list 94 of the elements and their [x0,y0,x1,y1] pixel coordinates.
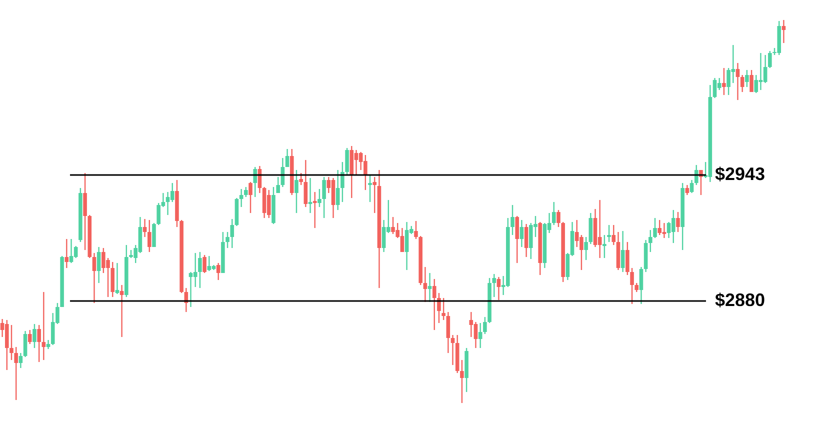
candlestick [763,54,768,84]
candlestick [423,266,428,303]
candlestick [230,218,234,249]
candlestick [248,181,252,214]
candlestick [345,147,349,176]
candlestick [253,166,258,198]
ref-line-label: $2943 [715,164,766,184]
ref-line-label: $2880 [715,290,766,310]
candlestick [648,229,652,253]
candlestick [207,255,212,272]
candlestick [226,231,230,249]
candlestick [64,238,69,269]
candlestick [612,224,616,246]
candlestick [336,169,340,211]
candlestick [446,311,450,354]
candlestick [782,19,786,44]
candlestick [450,334,455,366]
candlestick [170,182,174,203]
candlestick [294,169,298,214]
candlestick [318,188,322,208]
candlestick [478,322,482,349]
candlestick [266,189,271,219]
candlestick [147,219,152,253]
candlestick [750,69,754,93]
candlestick [74,245,78,259]
candlestick [690,179,694,194]
candlestick [120,284,124,338]
candlestick [14,346,18,401]
candlestick [602,234,606,259]
candlestick [469,311,474,338]
candlestick [23,330,28,358]
candlestick [69,238,74,264]
candlestick [483,316,487,335]
candlestick [152,222,156,248]
candlestick [496,276,501,301]
candlestick [340,161,344,203]
candlestick [308,177,312,214]
candlestick [607,224,611,243]
candlestick [671,209,676,244]
candlestick [685,184,690,196]
candlestick [202,254,206,274]
candlestick [460,359,464,404]
candlestick [322,176,326,219]
candlestick [216,262,220,281]
candlestick [92,252,96,304]
candlestick [10,324,14,361]
candlestick [142,218,147,238]
candlestick [510,204,514,236]
candlestick [83,172,87,251]
candlestick [193,252,198,288]
candlestick [432,278,436,331]
candlestick [115,262,120,295]
candlestick [722,67,726,96]
candlestick [276,176,280,194]
candlestick [639,266,644,305]
candlestick [598,199,602,259]
candlestick [620,230,625,273]
candlestick [18,352,23,369]
candlestick [556,209,560,228]
candlestick [584,236,588,261]
candlestick [32,323,36,349]
candlestick [676,211,680,233]
candlestick [37,324,41,363]
candlestick [740,74,744,93]
candlestick [312,191,317,229]
candlestick [736,62,740,101]
candlestick [285,148,290,168]
candlestick [414,220,418,240]
candlestick [96,246,101,284]
candlestick [515,215,520,264]
candlestick [626,241,630,276]
candlestick [4,319,9,371]
candlestick [239,188,244,208]
candlestick [524,223,528,258]
candlestick [198,251,202,289]
candlestick [28,329,32,345]
candlestick [372,176,377,214]
candlestick [110,261,115,298]
candlestick [745,69,749,88]
candlestick [520,219,524,248]
candlestick [754,74,758,94]
candlestick [244,186,248,198]
candlestick [428,272,432,303]
candlestick [368,174,372,203]
candlestick [442,297,446,321]
candlestick [552,201,556,226]
candlestick [768,50,772,69]
candlestick [492,273,496,298]
candlestick [304,159,308,208]
candlestick [588,212,593,245]
candlestick [42,291,46,361]
candlestick [653,217,657,239]
candlestick [630,267,634,305]
candlestick [299,172,303,186]
